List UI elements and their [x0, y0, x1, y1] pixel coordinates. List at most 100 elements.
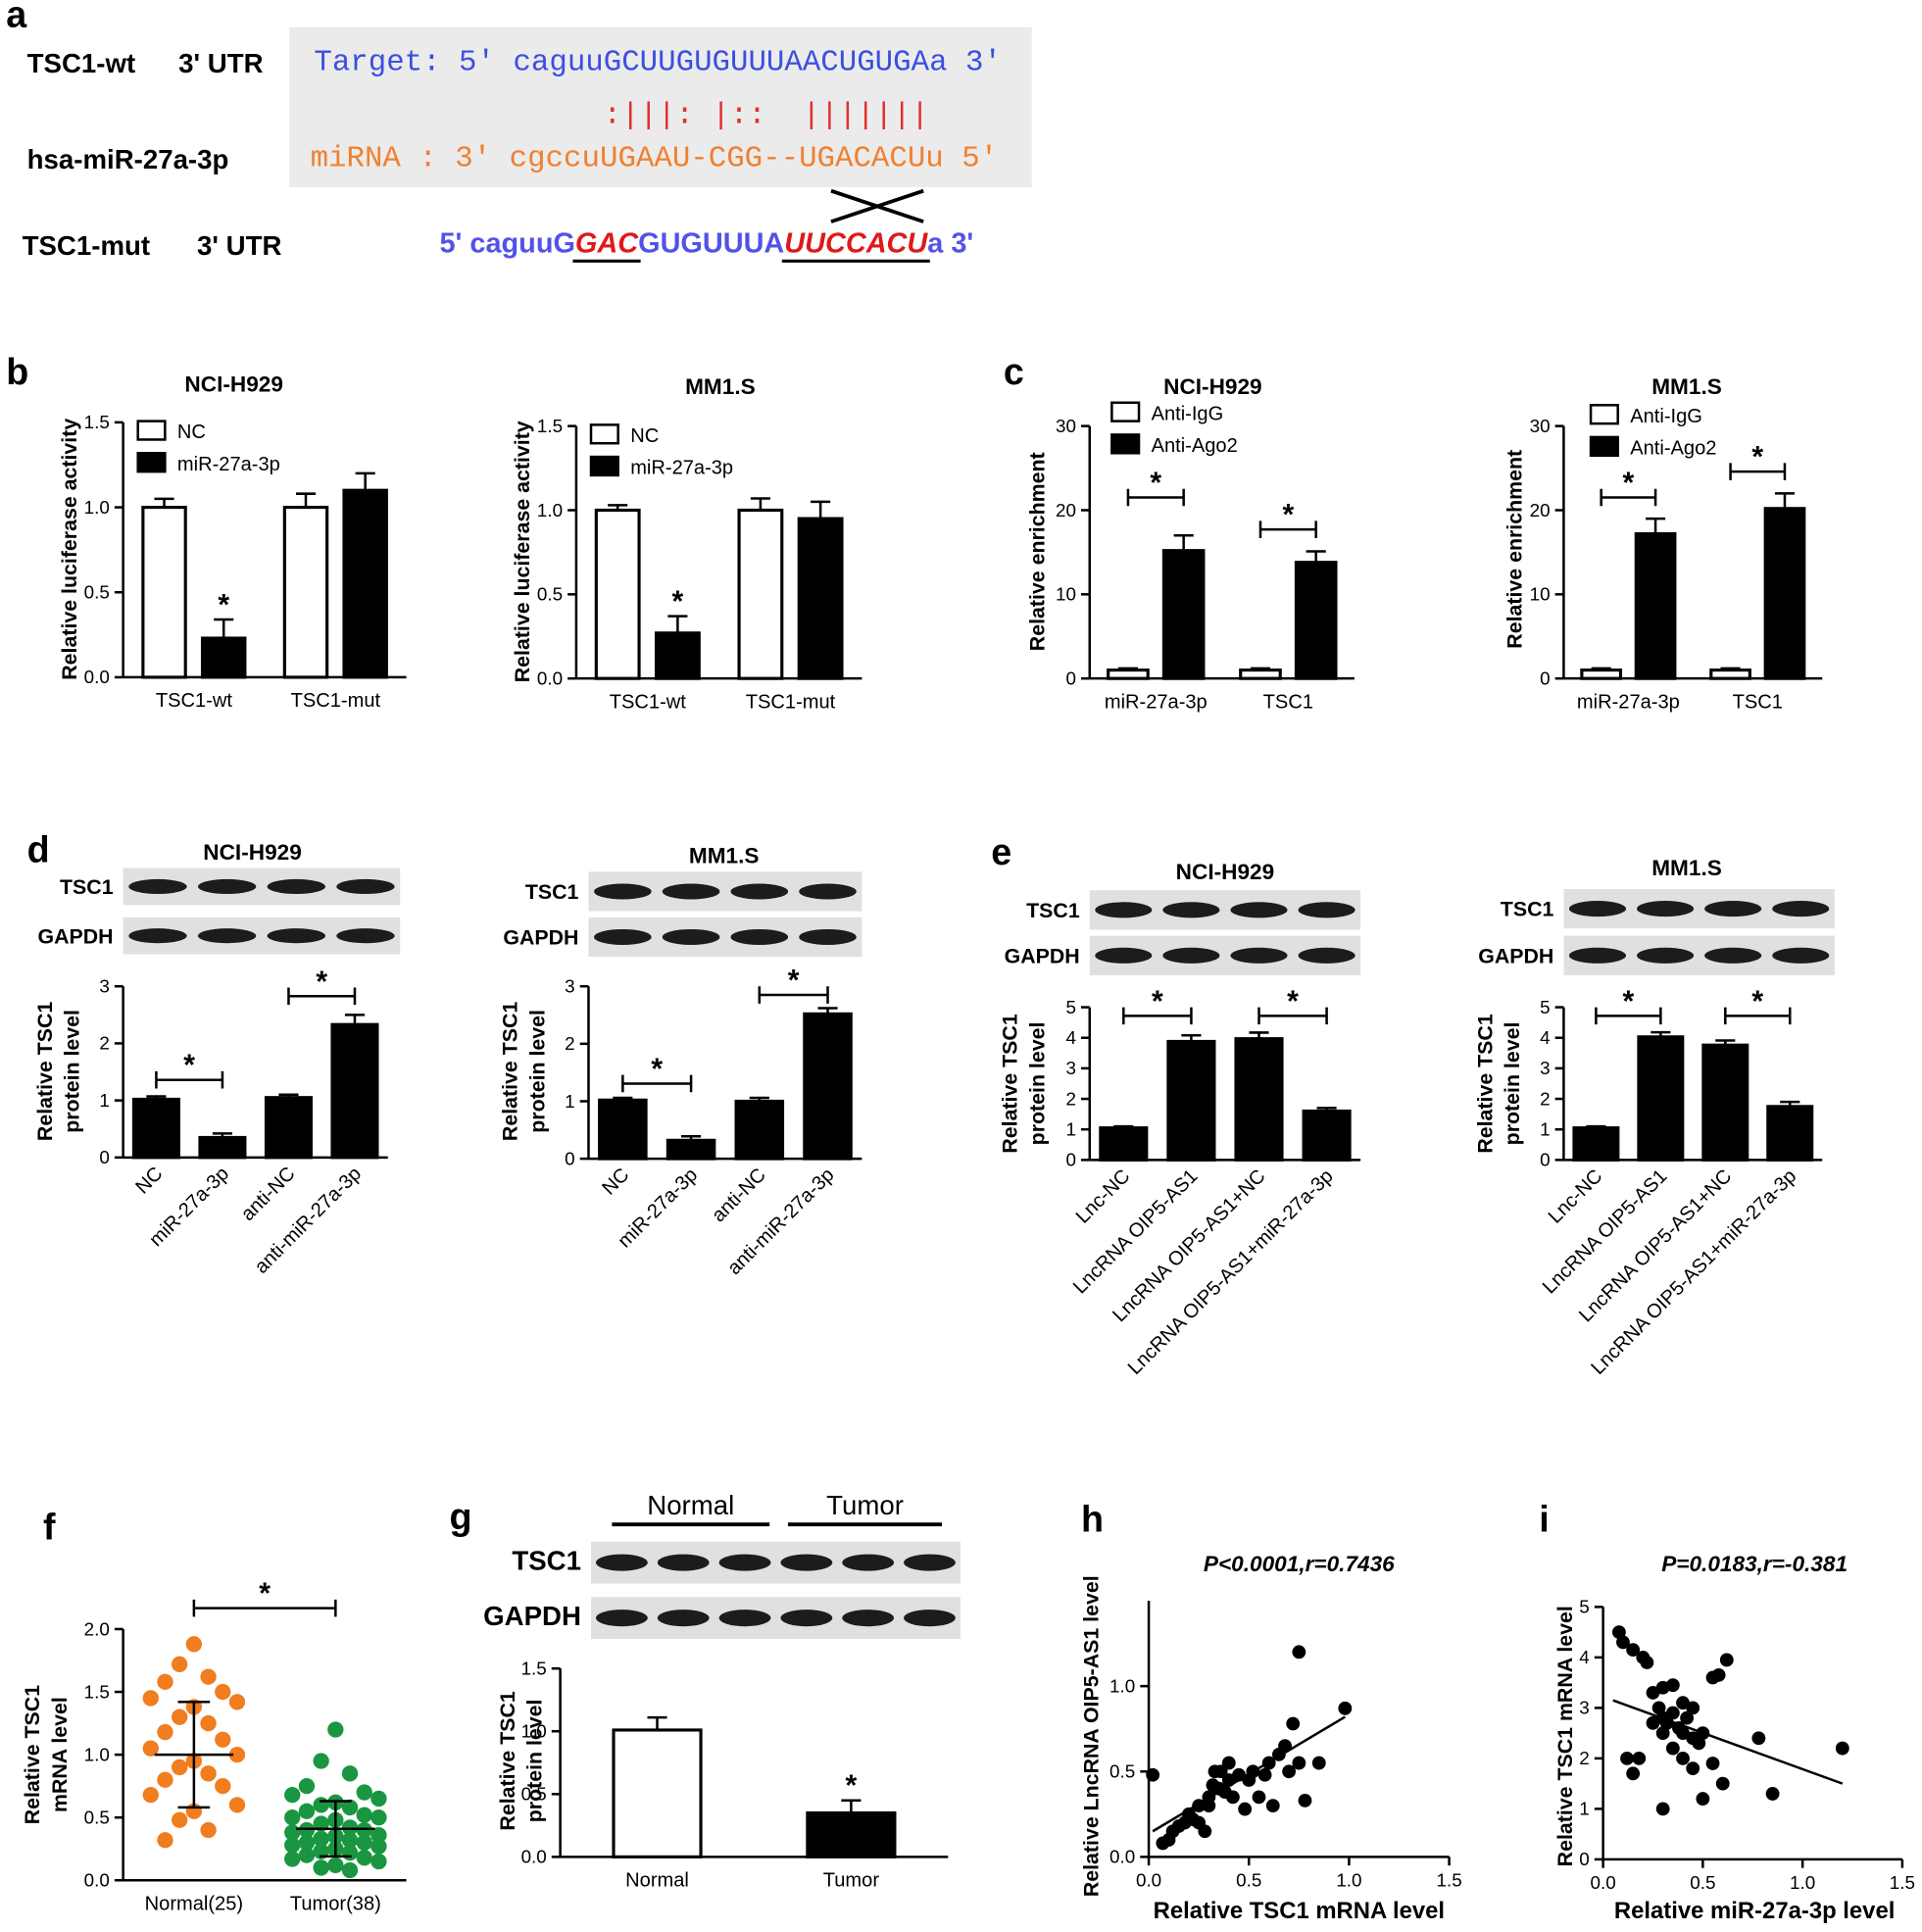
bar — [665, 1138, 716, 1161]
row-label: hsa-miR-27a-3p — [27, 144, 229, 174]
x-tick-label: LncRNA OIP5-AS1 — [1539, 1165, 1671, 1298]
blot-band — [1095, 902, 1153, 918]
panel-label: i — [1539, 1499, 1549, 1540]
data-point — [327, 1721, 344, 1738]
y-axis-label: Relative enrichment — [1025, 452, 1049, 651]
x-tick-label: NC — [131, 1163, 167, 1198]
data-point — [313, 1797, 329, 1813]
bar — [141, 505, 187, 679]
y-tick-label: 1.0 — [84, 497, 110, 518]
data-point — [1646, 1715, 1660, 1730]
blot-band — [1637, 901, 1695, 917]
panel-label: c — [1004, 351, 1024, 392]
blot-band — [1230, 947, 1288, 964]
data-point — [1646, 1686, 1660, 1700]
data-point — [356, 1821, 372, 1839]
data-point — [157, 1723, 173, 1741]
bar — [803, 1012, 853, 1161]
panel-a: TSC1-wt 3' UTR hsa-miR-27a-3p TSC1-mut 3… — [23, 26, 1032, 263]
data-point — [1665, 1741, 1680, 1756]
y-tick-label: 0.0 — [1109, 1847, 1135, 1867]
mutant-part: GUGUUUA — [638, 228, 784, 260]
data-point — [228, 1797, 246, 1813]
data-point — [1298, 1793, 1312, 1808]
y-tick-label: 4 — [1540, 1027, 1550, 1048]
x-tick-label: TSC1 — [1263, 691, 1313, 713]
data-point — [215, 1731, 231, 1748]
y-tick-label: 0 — [565, 1148, 574, 1168]
y-tick-label: 0.5 — [537, 584, 563, 605]
significance-bracket — [758, 986, 829, 1004]
chart-title: NCI-H929 — [1176, 860, 1275, 884]
bar — [737, 508, 784, 680]
chart-title: MM1.S — [689, 844, 760, 868]
data-point — [327, 1857, 344, 1874]
y-tick-label: 1 — [99, 1090, 109, 1111]
sd-bar — [177, 1701, 211, 1809]
bar — [282, 505, 329, 679]
significance-bracket — [1257, 1007, 1328, 1025]
blot-band — [904, 1610, 956, 1627]
y-axis-label: Relative enrichment — [1503, 450, 1527, 649]
blot-band — [1298, 902, 1355, 918]
significance: * — [1287, 985, 1299, 1017]
blot-row-label: GAPDH — [1478, 944, 1553, 967]
data-point — [284, 1809, 301, 1826]
data-point — [1640, 1656, 1654, 1669]
x-tick-label: miR-27a-3p — [1105, 691, 1207, 713]
y-tick-label: 1.0 — [1109, 1675, 1135, 1696]
mutant-part: UUCCACU — [784, 228, 928, 260]
bar — [1572, 1126, 1620, 1162]
data-point — [1292, 1645, 1306, 1660]
data-point — [298, 1834, 316, 1851]
bar — [806, 1810, 897, 1858]
bar — [1099, 1126, 1149, 1162]
error-bar — [344, 1014, 366, 1025]
blot-band — [718, 1610, 771, 1627]
y-tick-label: 4 — [1065, 1027, 1075, 1048]
legend-swatch — [1110, 401, 1141, 422]
data-point — [1711, 1667, 1726, 1682]
data-point — [1665, 1706, 1680, 1720]
y-tick-label: 5 — [1540, 997, 1550, 1017]
data-point — [142, 1740, 159, 1757]
blot-band — [1298, 947, 1355, 964]
data-point — [1202, 1799, 1216, 1813]
x-tick-label: NC — [598, 1164, 633, 1200]
data-point — [313, 1753, 329, 1769]
panel-label: h — [1081, 1499, 1104, 1540]
y-tick-label: 2.0 — [84, 1618, 110, 1639]
row-label: TSC1-mut — [23, 230, 150, 261]
bar — [1709, 669, 1751, 680]
y-tick-label: 20 — [1056, 500, 1076, 520]
y-tick-label: 5 — [1065, 997, 1075, 1017]
error-bar — [811, 500, 831, 520]
data-point — [1626, 1766, 1641, 1781]
y-tick-label: 1.5 — [84, 1681, 110, 1702]
legend-label: NC — [177, 421, 206, 443]
data-point — [1338, 1701, 1353, 1715]
blot-band — [1704, 947, 1762, 964]
error-bar — [1316, 1107, 1337, 1112]
data-point — [1286, 1716, 1301, 1731]
data-point — [313, 1859, 329, 1876]
chart-title: NCI-H929 — [184, 372, 283, 396]
error-bar — [1720, 667, 1741, 670]
mirna-sequence: miRNA : 3' cgccuUGAAU-CGG--UGACACUu 5' — [311, 142, 999, 176]
data-point — [1192, 1815, 1207, 1830]
data-point — [1225, 1790, 1240, 1805]
y-tick-label: 10 — [1056, 584, 1076, 605]
y-tick-label: 2 — [1065, 1088, 1075, 1109]
y-tick-label: 0 — [99, 1147, 109, 1167]
x-tick-label: Lnc-NC — [1545, 1165, 1607, 1228]
blot-row-label: TSC1 — [60, 875, 114, 899]
blot-row-label: GAPDH — [503, 926, 578, 950]
y-tick-label: 3 — [99, 976, 109, 997]
x-tick-label: Lnc-NC — [1072, 1165, 1135, 1228]
bar — [1302, 1109, 1352, 1162]
legend-label: Anti-Ago2 — [1152, 435, 1238, 457]
x-tick-label: anti-NC — [708, 1164, 770, 1227]
blot-band — [596, 1610, 648, 1627]
legend-swatch — [589, 423, 619, 445]
